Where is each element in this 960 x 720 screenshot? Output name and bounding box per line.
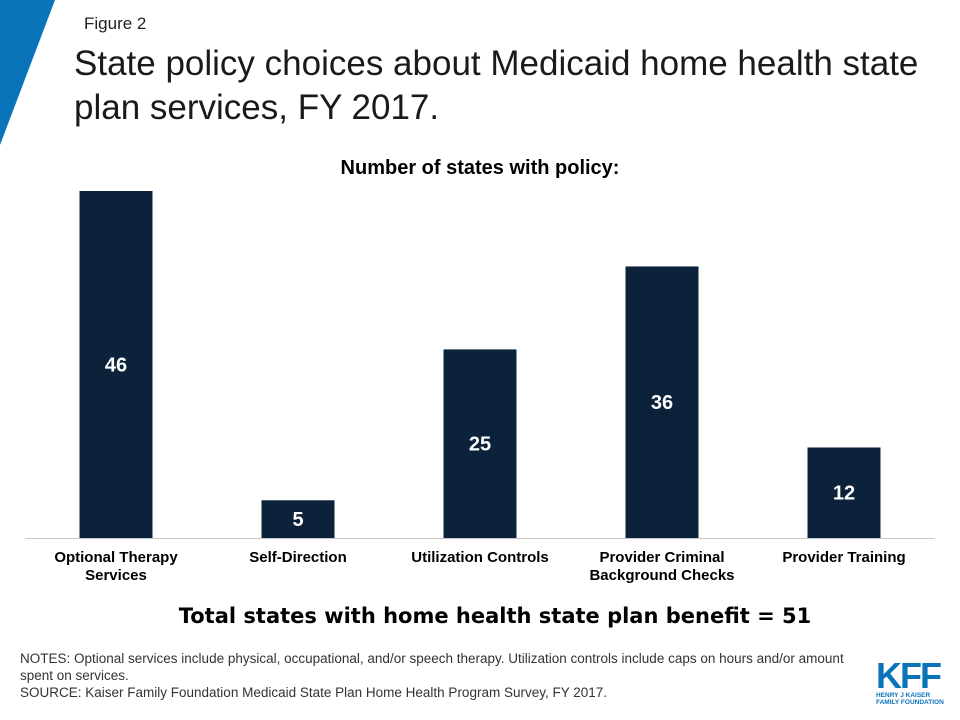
chart-title: Number of states with policy: <box>340 157 620 179</box>
category-label-0: Optional Therapy Services <box>54 549 178 584</box>
data-label-3: 36 <box>651 392 673 414</box>
bar-1 <box>261 500 335 538</box>
logo-line-1: HENRY J KAISER <box>876 692 931 699</box>
notes-text: NOTES: Optional services include physica… <box>20 651 844 683</box>
logo-line-2: FAMILY FOUNDATION <box>876 699 944 706</box>
data-label-0: 46 <box>105 355 127 377</box>
data-label-4: 12 <box>833 483 855 505</box>
bar-chart: 46 Optional Therapy Services 5 Self-Directio… <box>25 191 935 584</box>
category-label-1: Self-Direction <box>249 549 347 566</box>
bar-0 <box>79 191 153 538</box>
data-label-1: 5 <box>292 509 303 531</box>
category-label-3: Provider Criminal Background Checks <box>589 549 734 584</box>
bar-3 <box>625 266 699 538</box>
kff-logo: KFF HENRY J KAISER FAMILY FOUNDATION <box>876 655 948 708</box>
corner-accent <box>0 0 55 145</box>
category-label-4: Provider Training <box>782 549 905 566</box>
logo-mark: KFF <box>876 655 942 696</box>
notes-block: NOTES: Optional services include physica… <box>20 650 860 701</box>
bar-4 <box>807 447 881 538</box>
page-title: State policy choices about Medicaid home… <box>74 44 919 127</box>
source-text: SOURCE: Kaiser Family Foundation Medicai… <box>20 685 608 700</box>
bar-2 <box>443 349 517 538</box>
figure-label: Figure 2 <box>84 14 147 33</box>
total-states-note: Total states with home health state plan… <box>178 604 812 628</box>
data-label-2: 25 <box>469 434 491 456</box>
category-label-2: Utilization Controls <box>411 549 549 566</box>
